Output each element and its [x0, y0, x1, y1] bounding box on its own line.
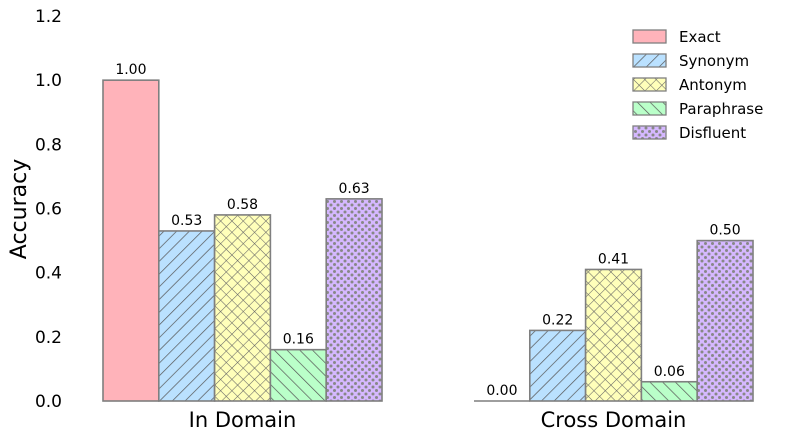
legend-item-disfluent: Disfluent: [632, 124, 746, 142]
data-label-antonym-in-domain: 0.58: [227, 197, 258, 213]
y-tick-label: 0.0: [35, 392, 62, 412]
legend-label-synonym: Synonym: [679, 52, 749, 70]
y-tick-label: 1.2: [35, 7, 62, 27]
y-tick-label: 0.6: [35, 200, 62, 220]
data-label-antonym-cross-domain: 0.41: [598, 251, 629, 267]
data-label-exact-cross-domain: 0.00: [486, 383, 517, 399]
y-tick-label: 0.8: [35, 135, 62, 155]
bar-paraphrase-in-domain: [269, 348, 327, 402]
legend-item-exact: Exact: [632, 28, 721, 46]
data-label-synonym-cross-domain: 0.22: [542, 312, 573, 328]
y-tick-label: 0.2: [35, 328, 62, 348]
bar-antonym-in-domain: [213, 214, 272, 402]
data-label-exact-in-domain: 1.00: [115, 62, 146, 78]
legend: Exact Synonym Antonym Paraphrase Disfluent: [632, 28, 763, 142]
legend-item-paraphrase: Paraphrase: [632, 100, 763, 118]
data-label-paraphrase-cross-domain: 0.06: [654, 364, 685, 380]
bar-synonym-in-domain: [158, 230, 216, 402]
bar-disfluent-cross-domain: [696, 239, 754, 402]
category-label-in-domain: In Domain: [189, 408, 297, 432]
category-label-cross-domain: Cross Domain: [541, 408, 687, 432]
legend-item-synonym: Synonym: [632, 52, 749, 70]
legend-item-antonym: Antonym: [632, 76, 747, 94]
y-axis-label: Accuracy: [7, 159, 32, 259]
legend-label-disfluent: Disfluent: [679, 124, 746, 142]
category-labels: In Domain Cross Domain: [189, 408, 687, 432]
data-label-disfluent-cross-domain: 0.50: [710, 223, 741, 239]
y-axis-ticks: 0.0 0.2 0.4 0.6 0.8 1.0 1.2: [35, 7, 62, 412]
legend-label-exact: Exact: [679, 28, 721, 46]
bar-disfluent-in-domain: [325, 198, 383, 402]
bar-exact-in-domain: [102, 79, 160, 402]
data-label-paraphrase-in-domain: 0.16: [283, 332, 314, 348]
bar-paraphrase-cross-domain: [640, 380, 699, 402]
data-label-disfluent-in-domain: 0.63: [339, 181, 370, 197]
legend-label-paraphrase: Paraphrase: [679, 100, 763, 118]
bar-antonym-cross-domain: [584, 268, 643, 402]
bar-synonym-cross-domain: [528, 329, 587, 402]
data-label-synonym-in-domain: 0.53: [171, 213, 202, 229]
bars-group: [102, 79, 754, 402]
y-tick-label: 0.4: [35, 264, 62, 284]
legend-label-antonym: Antonym: [679, 76, 747, 94]
data-labels-group: 1.00 0.53 0.58 0.16 0.63 0.00 0.22 0.41 0.06 0.50: [115, 62, 740, 399]
y-tick-label: 1.0: [35, 71, 62, 91]
